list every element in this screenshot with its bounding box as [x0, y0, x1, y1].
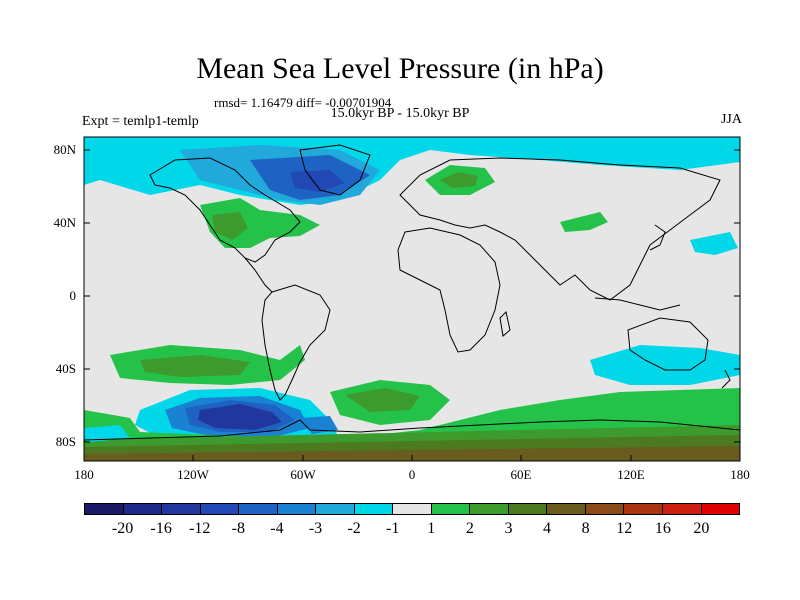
- lat-label-40n: 40N: [53, 215, 76, 230]
- colorbar-swatch: [85, 504, 124, 514]
- colorbar-label: -8: [231, 520, 245, 537]
- colorbar-label: 1: [427, 520, 436, 537]
- colorbar-label: 12: [616, 520, 633, 537]
- north-america-coast: [149, 157, 301, 263]
- madagascar-coast: [499, 311, 511, 337]
- south-pacific-strong-low: [198, 404, 282, 430]
- lat-label-0: 0: [69, 288, 77, 303]
- colorbar-swatch: [701, 504, 740, 514]
- asia-positive: [560, 212, 608, 232]
- australia-negative: [590, 345, 740, 385]
- colorbar-swatch: [662, 504, 702, 514]
- colorbar-swatch: [123, 504, 163, 514]
- colorbar-swatch: [547, 504, 586, 514]
- lon-label-180w: 180: [74, 467, 94, 482]
- japan-coast: [649, 224, 666, 251]
- colorbar-label: -3: [308, 520, 323, 537]
- colorbar-swatch: [585, 504, 625, 514]
- central-america-coast: [244, 257, 273, 293]
- south-america-coast: [261, 284, 331, 401]
- colorbar-swatch: [470, 504, 509, 514]
- colorbar-swatch: [393, 504, 432, 514]
- lon-label-120w: 120W: [177, 467, 209, 482]
- new-zealand-coast: [721, 369, 731, 389]
- lat-label-80n: 80N: [53, 142, 76, 157]
- colorbar-label: 20: [693, 520, 710, 537]
- greenland-coast: [299, 144, 371, 196]
- colorbar-label: 16: [654, 520, 671, 537]
- indonesia-coast: [594, 297, 681, 311]
- colorbar-label: 2: [465, 520, 474, 537]
- colorbar: [84, 503, 740, 515]
- season-label: JJA: [720, 112, 742, 127]
- scandinavia-positive-core: [440, 172, 478, 188]
- colorbar-label: -4: [270, 520, 284, 537]
- colorbar-label: -1: [386, 520, 400, 537]
- north-america-positive-core: [212, 212, 248, 240]
- anomaly-shading: [84, 137, 740, 461]
- colorbar-label: -2: [347, 520, 361, 537]
- lon-label-120e: 120E: [617, 467, 645, 482]
- lon-label-60w: 60W: [290, 467, 316, 482]
- colorbar-swatch: [162, 504, 201, 514]
- lat-label-40s: 40S: [55, 361, 76, 376]
- colorbar-swatch: [354, 504, 394, 514]
- colorbar-label: 3: [504, 520, 513, 537]
- coastlines: [84, 144, 740, 441]
- stats-text: rmsd= 1.16479 diff= -0.00701904: [214, 95, 392, 110]
- colorbar-label: 8: [581, 520, 590, 537]
- africa-coast: [397, 227, 501, 353]
- colorbar-label: 4: [543, 520, 552, 537]
- colorbar-label: -20: [111, 520, 134, 537]
- eurasia-coast: [399, 157, 721, 301]
- colorbar-swatch: [277, 504, 317, 514]
- colorbar-label: -16: [150, 520, 172, 537]
- axis-ticks: [83, 149, 741, 461]
- antarctic-core-positive: [84, 446, 740, 461]
- greenland-core-low: [290, 170, 345, 192]
- south-atlantic-positive-core: [345, 388, 420, 412]
- antarctica-coast: [84, 419, 740, 441]
- lat-label-80s: 80S: [55, 434, 76, 449]
- colorbar-label: -12: [189, 520, 211, 537]
- experiment-label: Expt = temlp1-temlp: [82, 114, 199, 129]
- colorbar-swatch: [200, 504, 240, 514]
- lon-label-60e: 60E: [510, 467, 532, 482]
- australia-coast: [627, 317, 709, 371]
- colorbar-swatch: [624, 504, 663, 514]
- colorbar-swatch: [508, 504, 548, 514]
- antarctic-negative-patch: [84, 425, 130, 442]
- colorbar-swatch: [431, 504, 471, 514]
- lon-label-0: 0: [408, 467, 416, 482]
- colorbar-swatch: [316, 504, 355, 514]
- colorbar-swatch: [239, 504, 278, 514]
- north-pacific-negative: [690, 232, 738, 255]
- period-text: 15.0kyr BP - 15.0kyr BP: [330, 106, 470, 121]
- lon-label-180e: 180: [730, 467, 750, 482]
- south-pacific-positive-core: [140, 355, 250, 377]
- map-title: Mean Sea Level Pressure (in hPa): [196, 52, 604, 85]
